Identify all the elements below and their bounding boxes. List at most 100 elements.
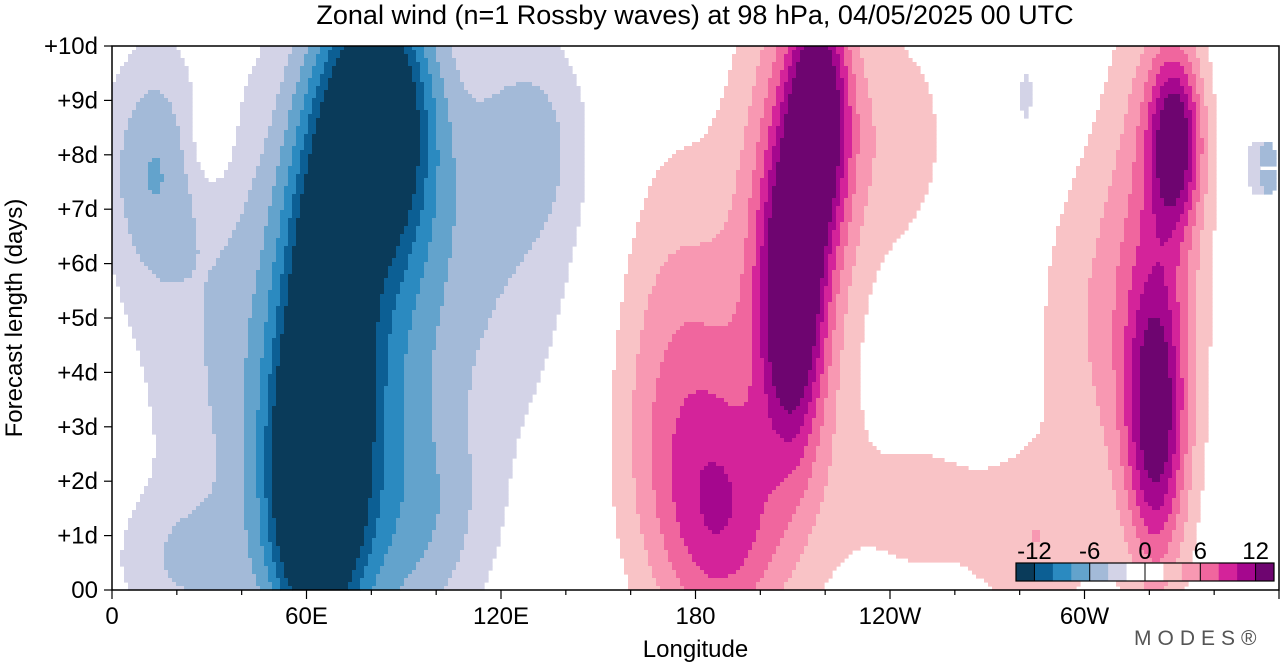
contour-cell xyxy=(1088,342,1113,347)
contour-cell xyxy=(828,370,841,375)
contour-cell xyxy=(452,142,561,147)
contour-cell xyxy=(816,314,825,319)
contour-cell xyxy=(1180,446,1189,451)
contour-cell xyxy=(276,98,293,103)
contour-cell xyxy=(836,262,845,267)
contour-cell xyxy=(868,194,925,199)
contour-cell xyxy=(404,370,433,375)
contour-cell xyxy=(848,286,873,291)
contour-cell xyxy=(428,246,453,251)
contour-cell xyxy=(856,254,885,259)
contour-cell xyxy=(768,242,829,247)
contour-cell xyxy=(244,498,261,503)
contour-cell xyxy=(408,342,437,347)
contour-cell xyxy=(376,582,405,587)
contour-cell xyxy=(1152,86,1161,91)
contour-cell xyxy=(372,454,385,459)
contour-cell xyxy=(436,182,457,187)
contour-cell xyxy=(836,406,861,411)
contour-cell xyxy=(320,106,417,111)
contour-cell xyxy=(772,150,781,155)
contour-cell xyxy=(1192,62,1201,67)
contour-cell xyxy=(1088,286,1117,291)
contour-cell xyxy=(328,82,417,87)
contour-cell xyxy=(228,166,257,171)
contour-cell xyxy=(632,458,653,463)
contour-cell xyxy=(1140,378,1173,383)
contour-cell xyxy=(840,378,861,383)
contour-cell xyxy=(404,418,433,423)
contour-cell xyxy=(1160,242,1165,247)
contour-cell xyxy=(244,470,257,475)
contour-cell xyxy=(1140,446,1169,451)
contour-cell xyxy=(1180,350,1189,355)
contour-cell xyxy=(140,98,169,103)
contour-cell xyxy=(788,102,841,107)
contour-cell xyxy=(1188,350,1197,355)
contour-cell xyxy=(296,234,401,239)
contour-cell xyxy=(436,130,453,135)
contour-cell xyxy=(612,454,633,459)
contour-cell xyxy=(1188,310,1197,315)
contour-cell xyxy=(456,186,557,191)
contour-cell xyxy=(844,342,861,347)
contour-cell xyxy=(836,178,841,183)
contour-cell xyxy=(820,286,825,291)
contour-cell xyxy=(752,302,761,307)
contour-cell xyxy=(760,138,769,143)
contour-cell xyxy=(272,498,369,503)
contour-cell xyxy=(256,286,273,291)
contour-cell xyxy=(832,438,869,443)
contour-cell xyxy=(852,150,861,155)
contour-cell xyxy=(1188,510,1201,515)
contour-cell xyxy=(244,510,261,515)
contour-cell xyxy=(1188,334,1197,339)
contour-cell xyxy=(832,330,845,335)
contour-cell xyxy=(1136,318,1149,323)
contour-cell xyxy=(1184,486,1193,491)
contour-cell xyxy=(1160,478,1169,483)
contour-cell xyxy=(612,410,633,415)
contour-cell xyxy=(1188,398,1197,403)
contour-cell xyxy=(256,446,265,451)
contour-cell xyxy=(408,218,421,223)
contour-cell xyxy=(1168,434,1177,439)
contour-cell xyxy=(628,574,653,579)
contour-cell xyxy=(632,246,681,251)
contour-cell xyxy=(468,442,517,447)
contour-cell xyxy=(296,242,401,247)
contour-cell xyxy=(812,430,821,435)
contour-cell xyxy=(764,378,773,383)
contour-cell xyxy=(1048,302,1089,307)
contour-cell xyxy=(336,58,409,63)
contour-cell xyxy=(860,150,877,155)
contour-cell xyxy=(240,214,269,219)
contour-cell xyxy=(828,254,837,259)
contour-cell xyxy=(1196,146,1205,151)
contour-cell xyxy=(1152,114,1161,119)
contour-cell xyxy=(620,550,649,555)
x-tick-label: 60W xyxy=(1060,603,1110,630)
contour-cell xyxy=(820,394,829,399)
contour-cell xyxy=(292,262,393,267)
contour-cell xyxy=(472,382,537,387)
contour-cell xyxy=(1140,214,1157,219)
contour-cell xyxy=(1172,338,1181,343)
contour-cell xyxy=(772,110,781,115)
contour-cell xyxy=(288,174,297,179)
contour-cell xyxy=(752,182,761,187)
contour-cell xyxy=(872,118,937,123)
contour-cell xyxy=(452,150,561,155)
contour-cell xyxy=(436,202,457,207)
contour-cell xyxy=(1092,362,1113,367)
contour-cell xyxy=(804,46,829,51)
contour-cell xyxy=(824,366,829,371)
contour-cell xyxy=(284,186,297,191)
contour-cell xyxy=(288,218,297,223)
contour-cell xyxy=(788,410,793,415)
contour-cell xyxy=(768,342,817,347)
contour-cell xyxy=(244,430,257,435)
contour-cell xyxy=(1080,162,1117,167)
contour-cell xyxy=(764,46,777,51)
contour-cell xyxy=(1128,310,1137,315)
